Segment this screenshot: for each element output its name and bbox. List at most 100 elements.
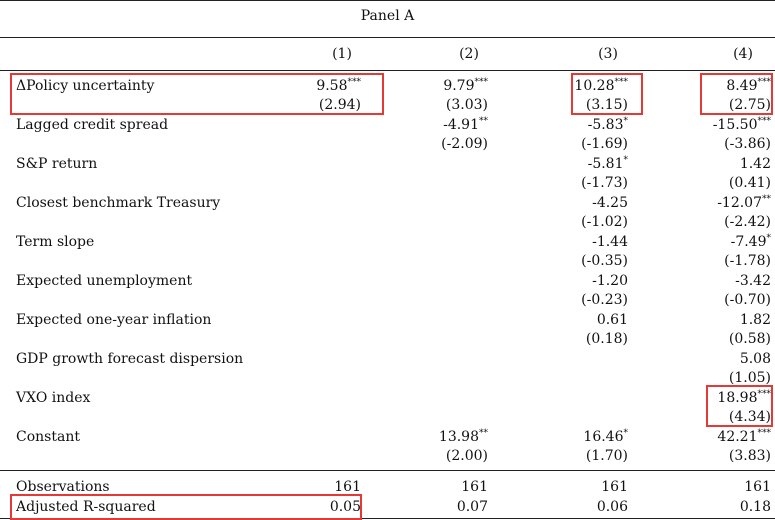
t-statistic-cell: (-1.73) [581,175,628,191]
coefficient-value: 16.46 [583,429,624,445]
observations-col-3: 161 [601,479,628,495]
coefficient-cell: -12.07** [717,195,771,211]
coefficient-cell: 5.08 [740,351,771,367]
significance-stars: *** [614,77,629,88]
t-statistic-cell: (0.58) [728,331,771,347]
row-label: GDP growth forecast dispersion [16,351,244,367]
row-label: Constant [16,429,80,445]
t-statistic-cell: (-0.70) [724,292,771,308]
significance-stars: *** [347,77,362,88]
observations-label: Observations [16,479,110,495]
coefficient-cell: -1.44 [592,234,628,250]
row-label: Term slope [16,234,95,250]
rule-top [0,0,775,1]
coefficient-value: -12.07 [717,195,762,211]
t-statistic-cell: (-0.35) [581,253,628,269]
coefficient-cell: -5.83* [588,117,628,133]
t-statistic-cell: (-2.09) [441,136,488,152]
coefficient-value: 5.08 [739,351,771,367]
t-statistic-cell: (-1.02) [581,214,628,230]
adj-r2-col-3: 0.06 [596,499,628,515]
row-label: Lagged credit spread [16,117,169,133]
significance-stars: *** [757,389,772,400]
coefficient-cell: 16.46* [583,429,628,445]
coefficient-value: 9.58 [316,78,348,94]
coefficient-value: 1.42 [739,156,771,172]
coefficient-value: 13.98 [438,429,479,445]
coefficient-value: -1.20 [592,273,628,289]
column-header-3: (3) [598,46,618,62]
column-header-4: (4) [733,46,753,62]
coefficient-value: 10.28 [574,78,615,94]
coefficient-value: -7.49 [730,234,767,250]
significance-stars: ** [479,428,488,439]
column-header-2: (2) [459,46,479,62]
highlight-box-vxo-col4 [706,385,773,427]
t-statistic-cell: (-3.86) [724,136,771,152]
coefficient-cell: 1.82 [740,312,771,328]
observations-col-1: 161 [334,479,361,495]
coefficient-value: -5.81 [587,156,624,172]
significance-stars: ** [762,194,771,205]
t-statistic-cell: (-1.78) [724,253,771,269]
coefficient-value: 8.49 [726,78,758,94]
coefficient-value: 42.21 [717,429,758,445]
significance-stars: *** [757,77,772,88]
highlight-box-policy-uncertainty-col1 [10,73,384,115]
coefficient-value: -4.91 [443,117,479,133]
t-statistic-cell: (3.83) [728,448,771,464]
adj-r2-label: Adjusted R-squared [16,499,156,515]
adj-r2-col-4: 0.18 [739,499,771,515]
significance-stars: ** [479,116,488,127]
coefficient-cell: 8.49*** [726,78,771,94]
highlight-box-adj-r2-col1 [10,494,362,520]
coefficient-value: 1.82 [739,312,771,328]
coefficient-value: -4.25 [592,195,628,211]
row-label: VXO index [16,390,91,406]
coefficient-cell: -15.50*** [713,117,771,133]
coefficient-cell: 10.28*** [574,78,628,94]
coefficient-value: -1.44 [592,234,628,250]
coefficient-value: 9.79 [443,78,475,94]
t-statistic-cell: (3.03) [445,97,488,113]
coefficient-cell: 42.21*** [717,429,771,445]
coefficient-cell: -3.42 [735,273,771,289]
rule-below-headers [0,70,775,71]
row-label: Expected unemployment [16,273,193,289]
row-label: S&P return [16,156,98,172]
t-statistic-cell: (-0.23) [581,292,628,308]
t-statistic-cell: (2.00) [445,448,488,464]
t-statistic-cell: (0.18) [585,331,628,347]
t-statistic-cell: (1.70) [585,448,628,464]
t-statistic-cell: (-2.42) [724,214,771,230]
rule-above-stats [0,470,775,471]
significance-stars: *** [474,77,489,88]
coefficient-cell: 9.58*** [316,78,361,94]
t-statistic-cell: (2.75) [728,97,771,113]
coefficient-cell: -4.91** [443,117,488,133]
coefficient-cell: 1.42 [740,156,771,172]
highlight-box-policy-uncertainty-col3 [571,73,643,115]
coefficient-cell: -1.20 [592,273,628,289]
row-label: ΔPolicy uncertainty [16,78,155,94]
coefficient-cell: -5.81* [588,156,628,172]
significance-stars: *** [757,116,772,127]
coefficient-cell: 13.98** [439,429,488,445]
adj-r2-col-2: 0.07 [456,499,488,515]
significance-stars: *** [757,428,772,439]
coefficient-value: -15.50 [712,117,758,133]
coefficient-cell: 18.98*** [717,390,771,406]
coefficient-value: -5.83 [587,117,624,133]
t-statistic-cell: (0.41) [728,175,771,191]
row-label: Closest benchmark Treasury [16,195,221,211]
t-statistic-cell: (3.15) [585,97,628,113]
significance-stars: * [766,233,772,244]
adj-r2-col-1: 0.05 [329,499,361,515]
row-label: Expected one-year inflation [16,312,212,328]
coefficient-cell: -7.49* [731,234,771,250]
coefficient-value: 0.61 [596,312,628,328]
significance-stars: * [623,116,629,127]
t-statistic-cell: (-1.69) [581,136,628,152]
rule-below-panel-title [0,37,775,38]
column-header-1: (1) [332,46,352,62]
